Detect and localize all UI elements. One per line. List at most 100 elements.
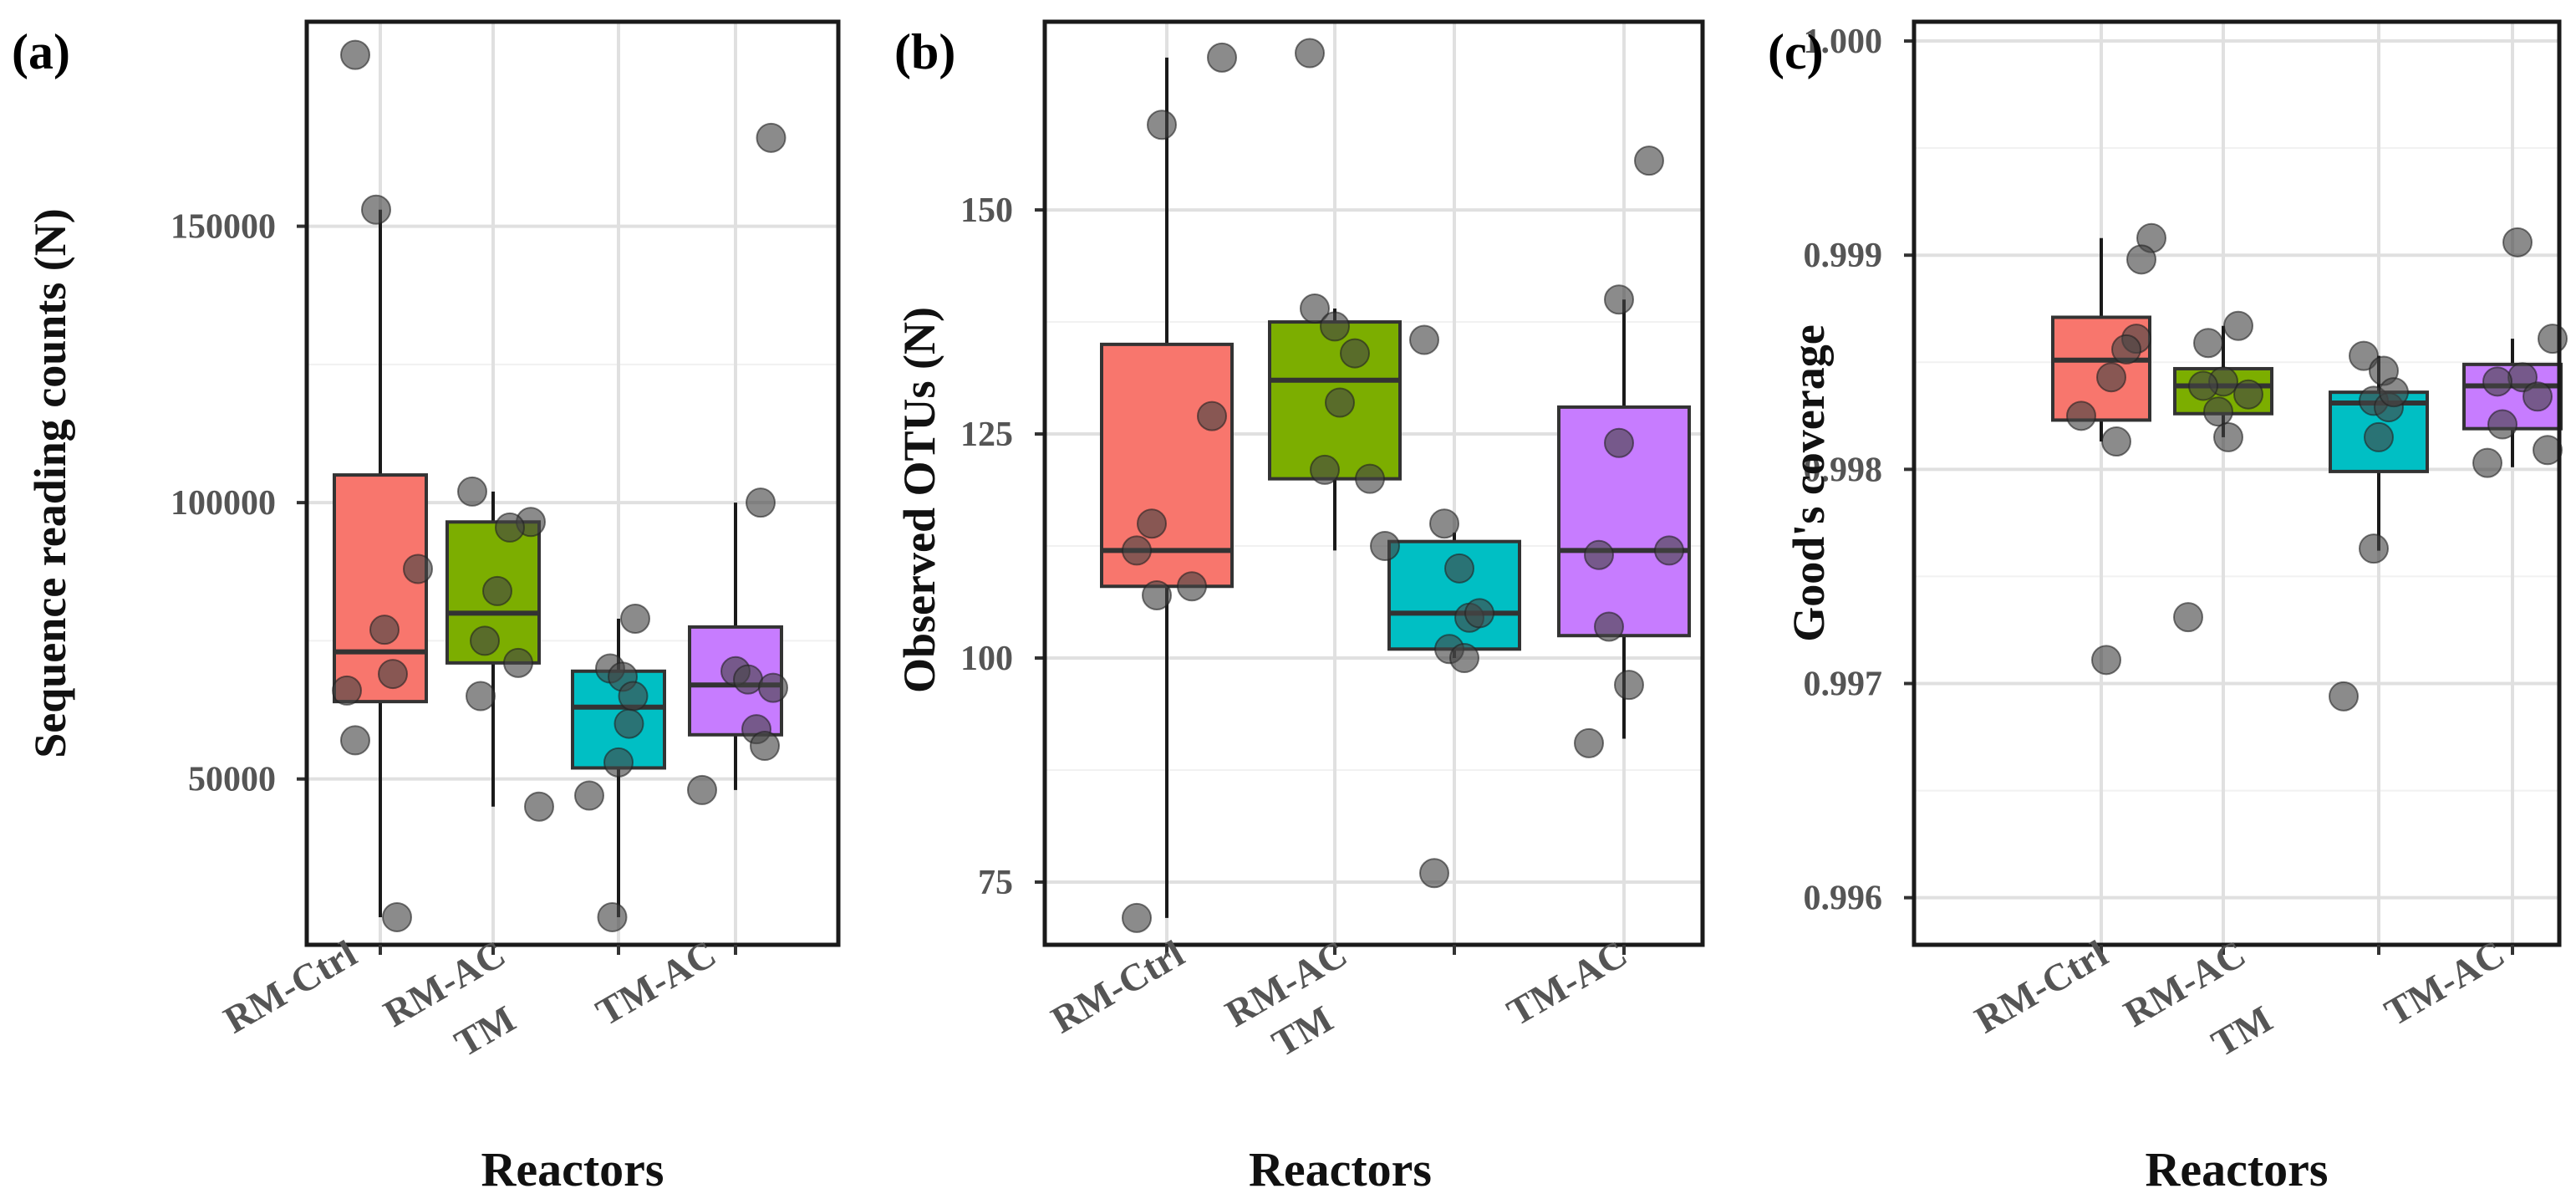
y-axis-title: Sequence reading counts (N) [25, 208, 75, 758]
data-point [1444, 553, 1474, 584]
category-label-tm: TM [2204, 997, 2279, 1064]
data-point [332, 675, 362, 706]
data-point [597, 901, 628, 932]
data-point [524, 791, 554, 822]
y-tick-label: 0.999 [1804, 237, 1883, 275]
data-point [2502, 227, 2533, 258]
data-point [1142, 579, 1172, 610]
plot-frame [1042, 19, 1705, 947]
data-point [1310, 454, 1340, 485]
data-point [1122, 535, 1152, 566]
y-tick-label: 50000 [188, 761, 276, 799]
data-point [2126, 244, 2156, 275]
data-point [2523, 381, 2553, 412]
category-label-tm-ac: TM-AC [2378, 931, 2512, 1033]
plot-frame [304, 19, 841, 947]
data-point [1355, 463, 1385, 494]
box-rm-ctrl [333, 473, 428, 704]
data-point [470, 625, 500, 656]
y-tick-label: 150 [960, 191, 1013, 230]
y-tick-label: 0.997 [1804, 665, 1883, 703]
data-point [1464, 598, 1494, 629]
data-point [2533, 435, 2563, 466]
data-point [2193, 328, 2223, 359]
data-point [1137, 508, 1167, 539]
y-axis-title: Good's coverage [1784, 324, 1834, 641]
data-point [1370, 531, 1400, 562]
data-point [687, 774, 717, 805]
y-tick-label: 0.998 [1804, 451, 1883, 489]
panel-label: (a) [12, 24, 70, 79]
data-point [503, 647, 533, 678]
data-point [403, 554, 433, 584]
data-point [1429, 508, 1459, 539]
category-label-rm-ctrl: RM-Ctrl [1968, 931, 2115, 1041]
data-point [361, 194, 391, 225]
data-point [382, 901, 412, 932]
data-point [1122, 902, 1152, 933]
data-point [1207, 42, 1237, 73]
data-point [495, 512, 525, 543]
category-label-rm-ctrl: RM-Ctrl [216, 931, 364, 1041]
category-label-rm-ctrl: RM-Ctrl [1044, 931, 1191, 1041]
category-label-tm: TM [447, 997, 522, 1064]
data-point [2173, 602, 2203, 633]
y-tick-label: 1.000 [1804, 23, 1883, 61]
data-point [1409, 324, 1439, 355]
data-point [2101, 426, 2131, 457]
y-tick-label: 125 [960, 416, 1013, 454]
data-point [1594, 611, 1624, 642]
category-label-tm-ac: TM-AC [1500, 931, 1634, 1033]
data-point [2349, 340, 2379, 371]
data-point [1574, 727, 1604, 758]
data-point [2066, 400, 2096, 431]
y-tick-label: 100 [960, 640, 1013, 678]
data-point [733, 664, 763, 695]
y-tick-label: 100000 [171, 484, 276, 523]
x-axis-title: Reactors [2145, 1142, 2328, 1196]
data-point [1584, 539, 1614, 570]
data-point [746, 487, 776, 518]
data-point [2203, 396, 2233, 427]
data-point [1604, 427, 1634, 458]
data-point [1449, 643, 1479, 674]
data-point [750, 731, 780, 762]
data-point [2091, 645, 2121, 676]
data-point [2223, 310, 2253, 341]
data-point [1320, 311, 1350, 342]
data-point [2359, 533, 2389, 564]
data-point [1614, 670, 1644, 701]
data-point [1177, 571, 1207, 602]
data-point [1634, 145, 1664, 176]
data-point [2233, 379, 2263, 410]
data-point [603, 747, 634, 778]
data-point [2472, 447, 2502, 478]
data-point [2111, 334, 2141, 365]
data-point [620, 603, 650, 634]
data-point [1340, 338, 1370, 369]
data-point [1147, 110, 1177, 140]
y-tick-label: 75 [978, 864, 1013, 902]
data-point [1604, 284, 1634, 315]
x-axis-title: Reactors [481, 1142, 664, 1196]
data-point [1654, 535, 1684, 566]
data-point [457, 476, 487, 507]
data-point [340, 39, 370, 70]
panel-label: (b) [894, 24, 955, 79]
data-point [758, 672, 788, 703]
data-point [574, 780, 604, 811]
data-point [1300, 293, 1330, 324]
data-point [482, 575, 512, 606]
y-axis-title: Observed OTUs (N) [894, 307, 944, 693]
data-point [2379, 377, 2409, 408]
data-point [378, 659, 408, 690]
category-label-tm-ac: TM-AC [589, 931, 723, 1033]
data-point [2213, 421, 2243, 452]
data-point [2487, 409, 2517, 440]
data-point [466, 681, 496, 712]
data-point [2096, 362, 2126, 393]
